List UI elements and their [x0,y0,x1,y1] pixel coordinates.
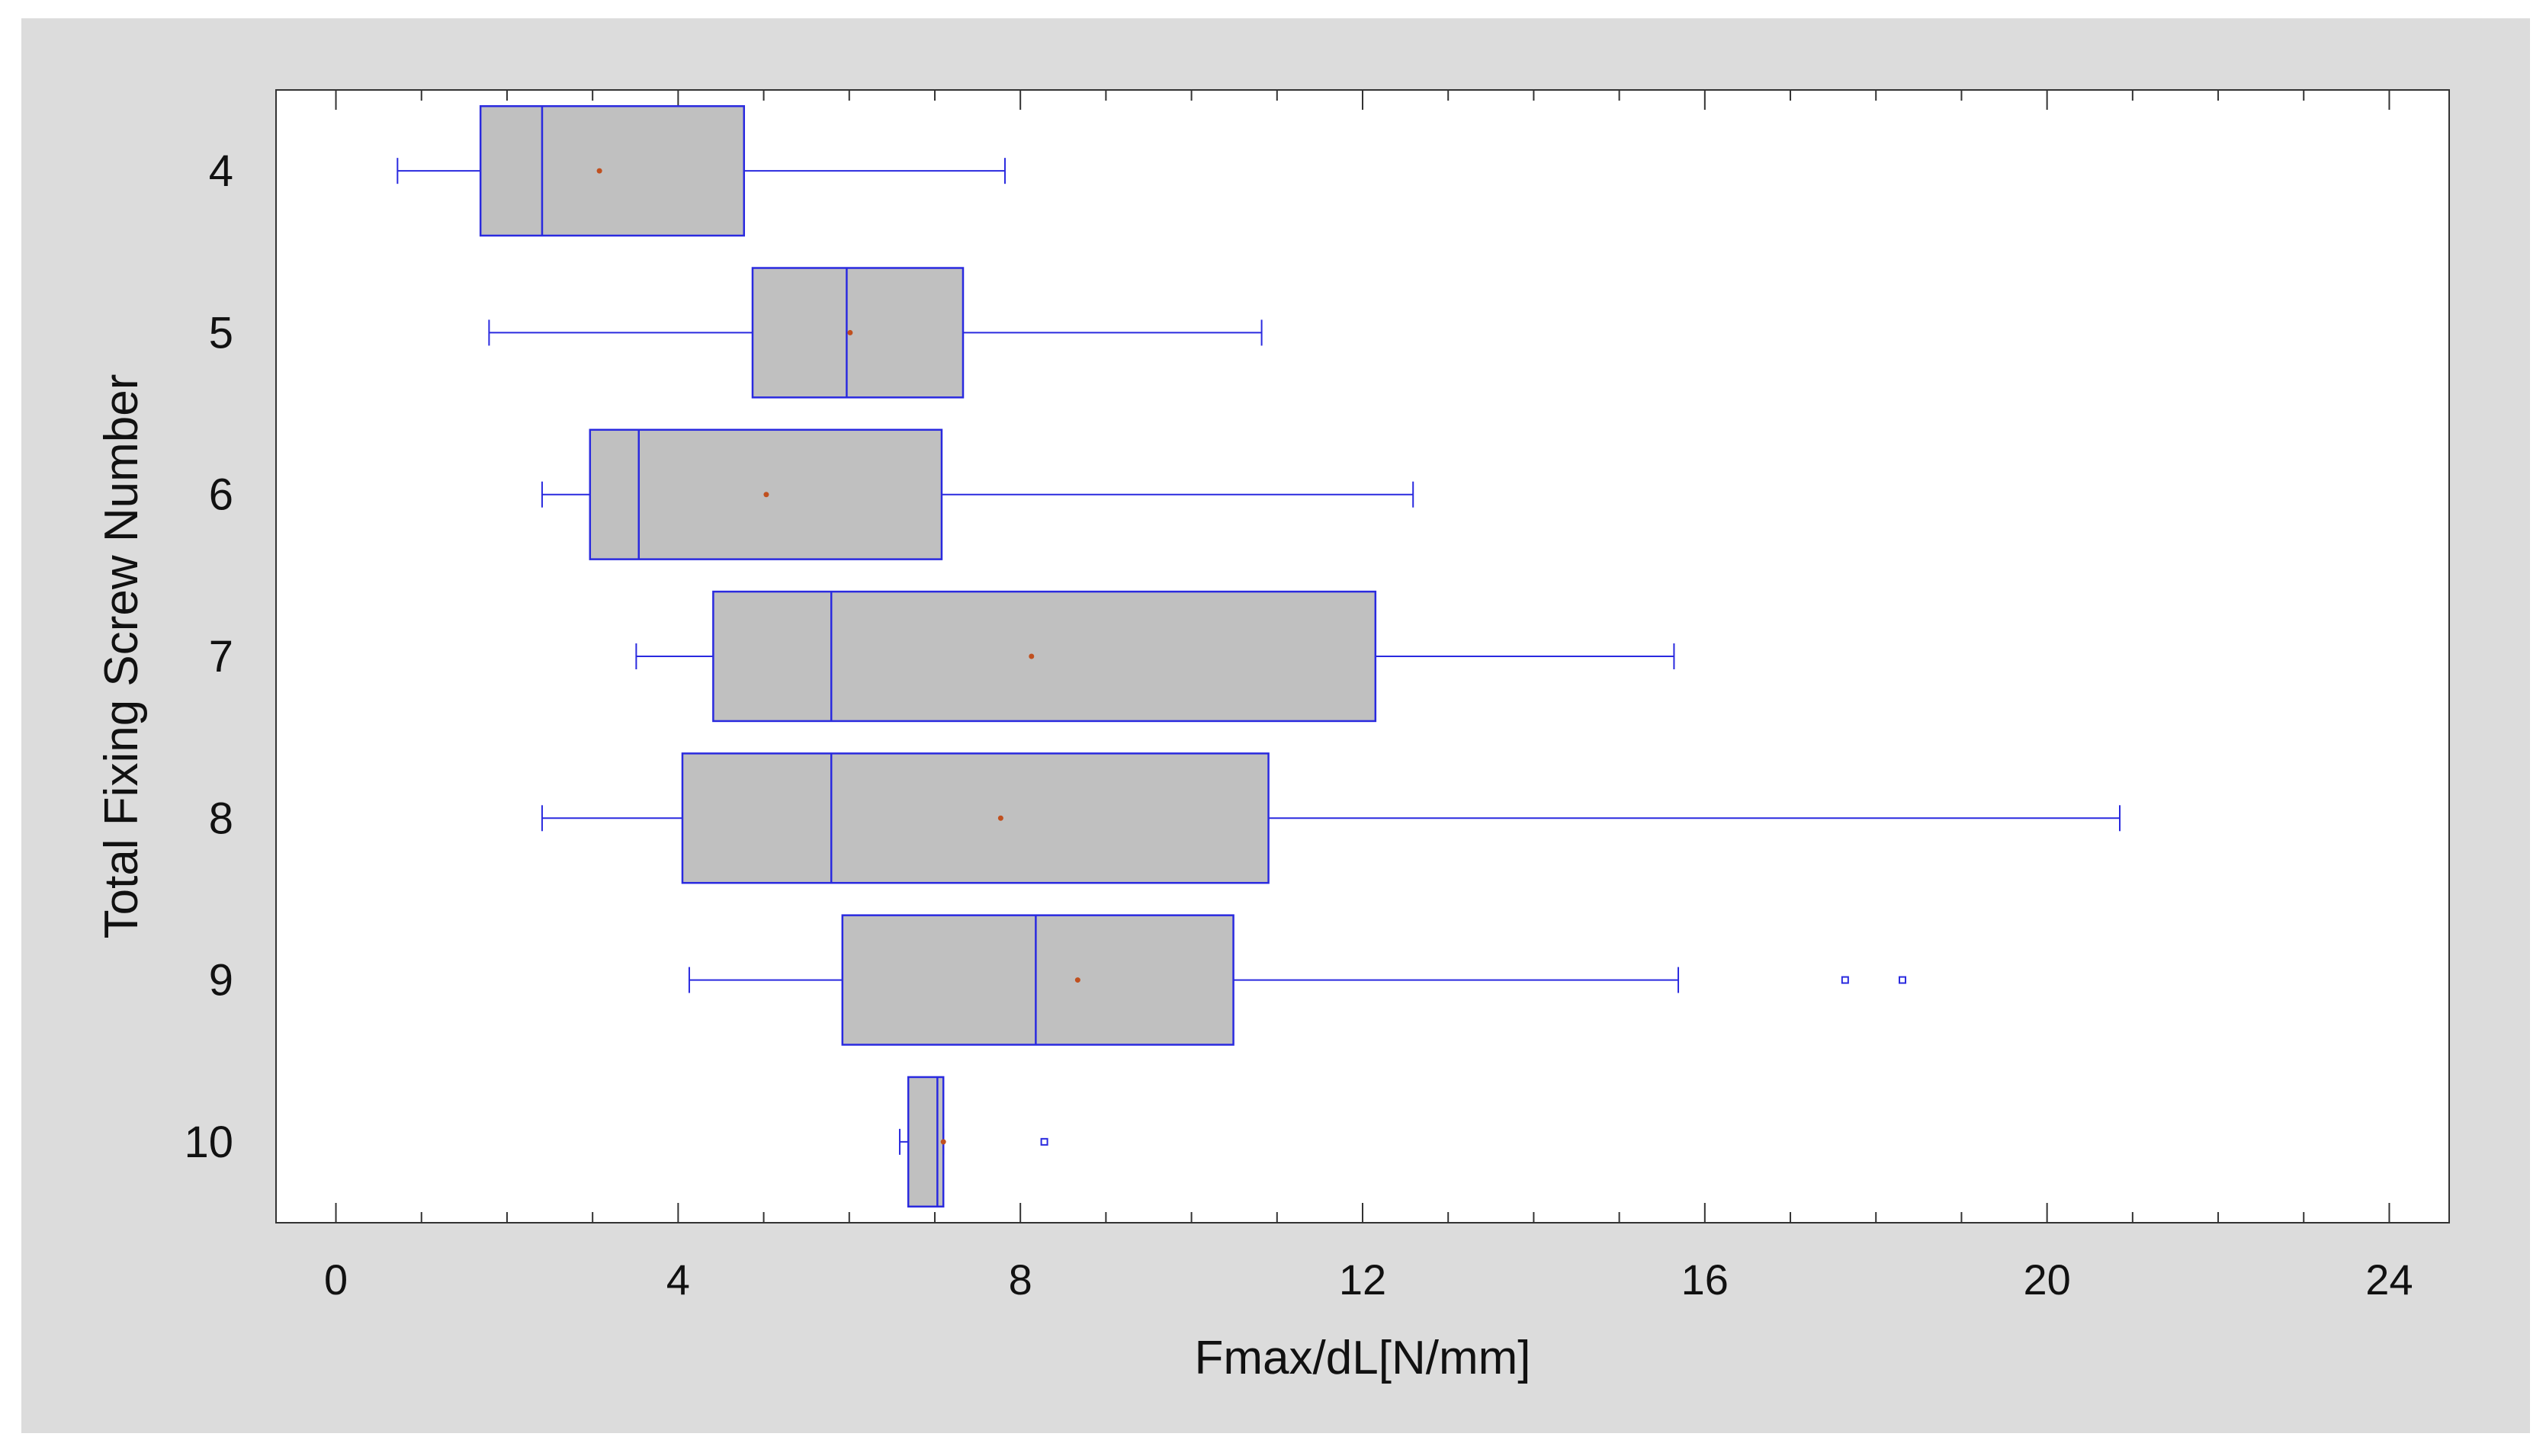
y-axis-tick-labels: 4 5 6 7 8 9 10 [184,146,233,1167]
y-axis-label: Total Fixing Screw Number [95,374,148,939]
box-group-9 [688,914,1907,1046]
x-axis-label: Fmax/dL[N/mm] [1195,1332,1531,1384]
x-tick-label: 24 [2365,1256,2413,1304]
mean-marker [847,329,853,335]
box-iqr [479,104,746,237]
outlier-point [1841,976,1849,984]
x-tick-label: 20 [2023,1256,2070,1304]
x-tick-label: 4 [666,1256,690,1304]
x-tick-label: 12 [1339,1256,1386,1304]
mean-marker [596,168,602,174]
box-iqr [841,914,1234,1046]
mean-marker [763,492,769,498]
box-group-10 [898,1076,1048,1208]
mean-marker [940,1139,946,1145]
x-tick-label: 0 [324,1256,348,1304]
mean-marker [997,815,1003,821]
box-group-5 [488,267,1263,399]
box-group-8 [541,752,2121,884]
y-tick-label: 6 [209,470,233,520]
y-tick-label: 9 [209,956,233,1005]
box-group-7 [635,590,1675,723]
y-tick-label: 7 [209,632,233,681]
mean-marker [1074,977,1080,983]
boxes-layer [397,104,2121,1208]
x-axis-ticks [335,90,2390,1223]
x-tick-label: 16 [1681,1256,1729,1304]
y-tick-label: 10 [184,1118,233,1167]
outlier-point [1899,976,1907,984]
box-iqr [712,590,1377,723]
outlier-point [1040,1137,1048,1146]
mean-marker [1029,653,1035,659]
y-tick-label: 5 [209,308,233,358]
y-tick-label: 8 [209,794,233,843]
y-tick-label: 4 [209,146,233,196]
box-group-6 [541,428,1414,560]
x-tick-label: 8 [1009,1256,1032,1304]
box-iqr [681,752,1270,884]
x-axis-tick-labels: 0 4 8 12 16 20 24 [324,1256,2413,1304]
box-iqr [751,267,965,399]
box-group-4 [397,104,1006,237]
